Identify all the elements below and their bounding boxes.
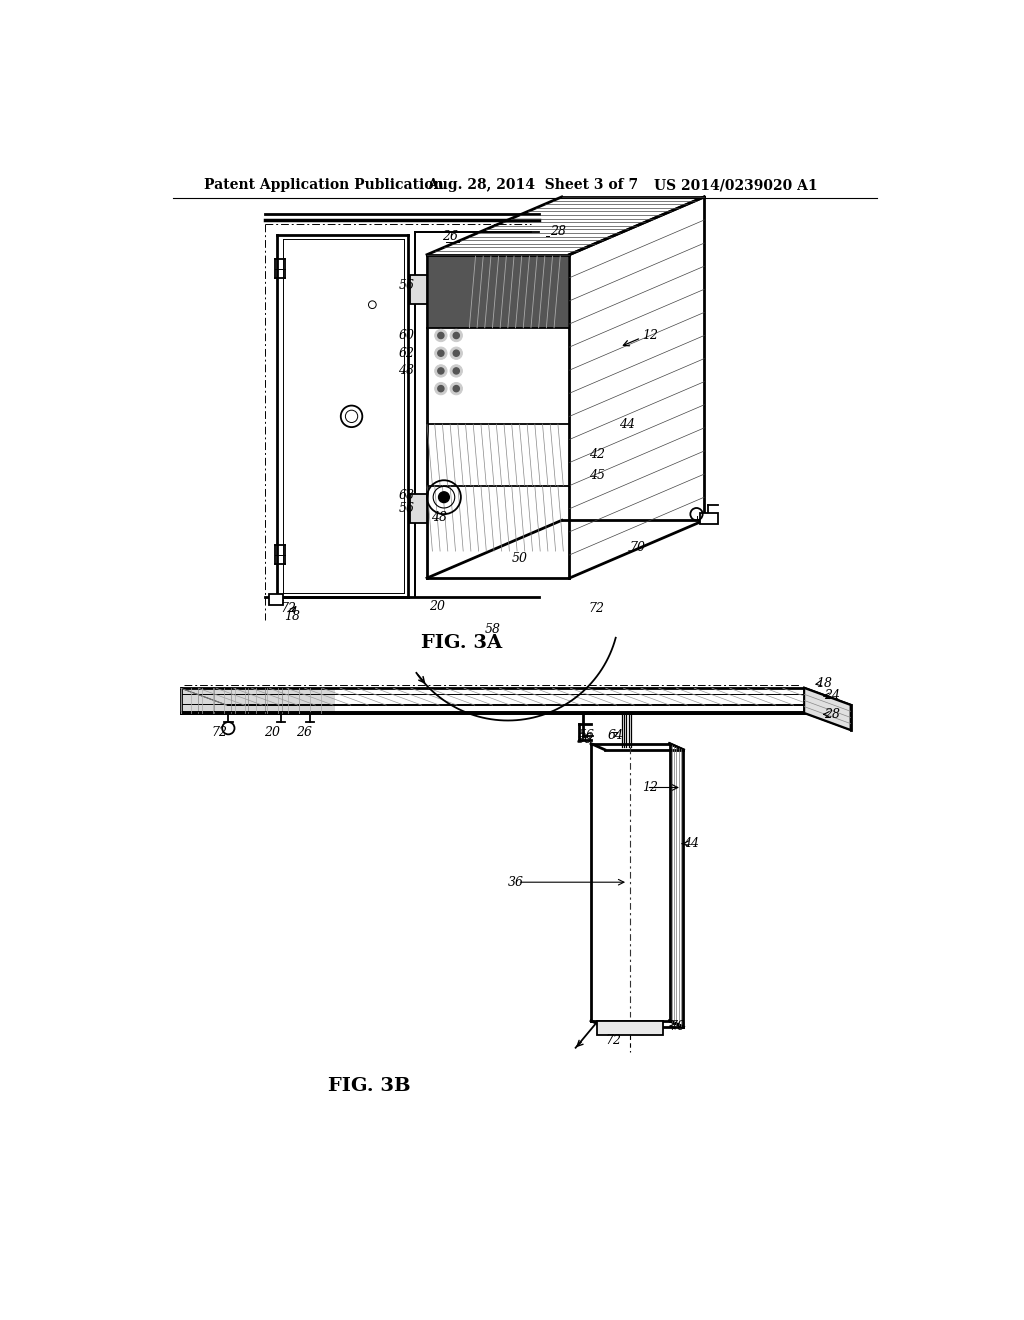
Text: 42: 42: [589, 449, 605, 462]
Text: 56: 56: [398, 502, 415, 515]
Text: 18: 18: [816, 677, 831, 690]
Text: 70: 70: [630, 541, 645, 554]
Circle shape: [435, 364, 447, 378]
Circle shape: [435, 330, 447, 342]
FancyBboxPatch shape: [429, 256, 568, 327]
Polygon shape: [597, 1020, 664, 1035]
Text: 64: 64: [608, 730, 624, 742]
Circle shape: [438, 492, 450, 503]
Circle shape: [451, 364, 463, 378]
Polygon shape: [700, 512, 718, 524]
Text: Aug. 28, 2014  Sheet 3 of 7: Aug. 28, 2014 Sheet 3 of 7: [427, 178, 638, 193]
FancyBboxPatch shape: [410, 494, 427, 524]
Circle shape: [451, 330, 463, 342]
FancyBboxPatch shape: [180, 688, 335, 713]
Circle shape: [454, 368, 460, 374]
Text: 28: 28: [823, 708, 840, 721]
Circle shape: [438, 333, 444, 339]
Text: 60: 60: [398, 329, 415, 342]
Text: US 2014/0239020 A1: US 2014/0239020 A1: [654, 178, 818, 193]
Text: 56: 56: [579, 730, 595, 742]
Text: 20: 20: [429, 601, 445, 612]
Text: 12: 12: [643, 329, 658, 342]
Circle shape: [454, 333, 460, 339]
Text: FIG. 3B: FIG. 3B: [328, 1077, 411, 1096]
Circle shape: [451, 347, 463, 359]
Text: 44: 44: [620, 417, 636, 430]
Circle shape: [438, 385, 444, 392]
Text: 68: 68: [398, 490, 415, 502]
Circle shape: [454, 385, 460, 392]
Text: 36: 36: [508, 875, 524, 888]
Text: 18: 18: [285, 610, 301, 623]
Text: 48: 48: [431, 511, 446, 524]
Circle shape: [454, 350, 460, 356]
Text: 62: 62: [398, 347, 415, 360]
Text: FIG. 3A: FIG. 3A: [421, 635, 502, 652]
Text: 72: 72: [589, 602, 605, 615]
FancyBboxPatch shape: [410, 275, 427, 304]
Circle shape: [435, 383, 447, 395]
Circle shape: [438, 350, 444, 356]
Text: 24: 24: [823, 689, 840, 702]
Text: 26: 26: [296, 726, 312, 739]
Text: 28: 28: [550, 224, 566, 238]
Text: 50: 50: [512, 552, 527, 565]
Text: Patent Application Publication: Patent Application Publication: [204, 178, 443, 193]
Text: 26: 26: [442, 231, 458, 243]
Text: 45: 45: [589, 469, 605, 482]
Text: 72: 72: [211, 726, 227, 739]
Text: 56: 56: [398, 279, 415, 292]
Circle shape: [438, 368, 444, 374]
Text: 72: 72: [605, 1034, 622, 1047]
Text: 70: 70: [670, 1019, 685, 1032]
Text: 72: 72: [281, 602, 297, 615]
Text: 20: 20: [264, 726, 281, 739]
Circle shape: [435, 347, 447, 359]
FancyBboxPatch shape: [269, 594, 283, 605]
Text: 48: 48: [398, 364, 415, 378]
Text: 58: 58: [484, 623, 501, 636]
Circle shape: [451, 383, 463, 395]
Text: 44: 44: [683, 837, 699, 850]
Text: 12: 12: [643, 781, 658, 795]
Polygon shape: [804, 688, 851, 730]
Text: 56: 56: [578, 733, 593, 746]
